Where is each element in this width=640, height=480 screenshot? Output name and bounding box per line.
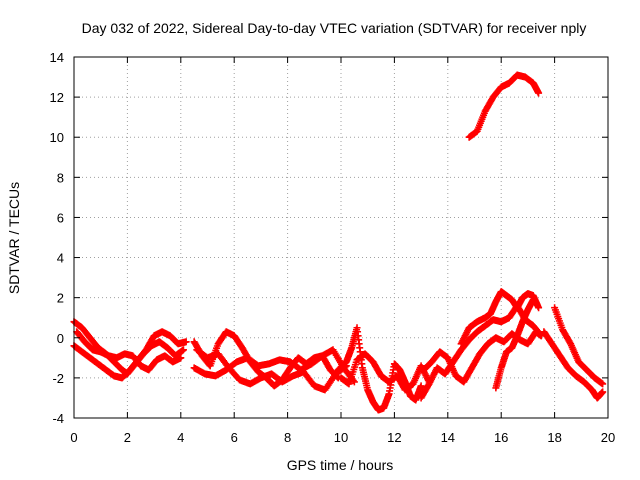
x-tick-label: 14: [441, 430, 455, 445]
data-point: [179, 346, 187, 354]
data-point: [177, 354, 185, 362]
data-point: [599, 380, 607, 388]
data-point: [535, 89, 543, 97]
x-tick-label: 16: [494, 430, 508, 445]
x-tick-label: 6: [231, 430, 238, 445]
x-tick-label: 18: [547, 430, 561, 445]
x-tick-label: 10: [334, 430, 348, 445]
y-tick-label: 2: [57, 291, 64, 306]
x-tick-label: 12: [387, 430, 401, 445]
chart-title: Day 032 of 2022, Sidereal Day-to-day VTE…: [82, 20, 587, 36]
x-axis: 0 2 4 6 8 10 12 14 16 18 20: [70, 57, 615, 445]
y-tick-label: -2: [52, 371, 64, 386]
series-track-o: [551, 304, 607, 388]
y-axis-title: SDTVAR / TECUs: [6, 182, 22, 294]
data-points: [70, 71, 607, 414]
y-tick-label: 10: [50, 130, 64, 145]
data-point: [529, 296, 537, 304]
series-track-j: [420, 328, 545, 386]
data-point: [417, 382, 425, 390]
y-tick-label: 4: [57, 251, 64, 266]
y-tick-label: 8: [57, 170, 64, 185]
series-track-g: [334, 324, 425, 414]
data-point: [182, 338, 190, 346]
x-tick-label: 2: [124, 430, 131, 445]
y-tick-label: -4: [52, 411, 64, 426]
series-track-m: [465, 71, 543, 141]
y-tick-label: 12: [50, 90, 64, 105]
y-tick-label: 0: [57, 331, 64, 346]
y-tick-label: 14: [50, 50, 64, 65]
x-tick-label: 20: [601, 430, 615, 445]
y-tick-label: 6: [57, 210, 64, 225]
x-tick-label: 4: [177, 430, 184, 445]
series-track-h: [337, 350, 433, 394]
x-tick-label: 0: [70, 430, 77, 445]
y-axis: -4 -2 0 2 4 6 8 10 12 14: [50, 50, 608, 426]
series-track-k: [457, 288, 543, 348]
x-tick-label: 8: [284, 430, 291, 445]
series-track-c: [73, 328, 185, 374]
x-axis-title: GPS time / hours: [287, 457, 394, 473]
series-track-n: [540, 328, 607, 402]
series-track-l: [492, 296, 537, 392]
data-point: [599, 388, 607, 396]
data-point: [535, 304, 543, 312]
